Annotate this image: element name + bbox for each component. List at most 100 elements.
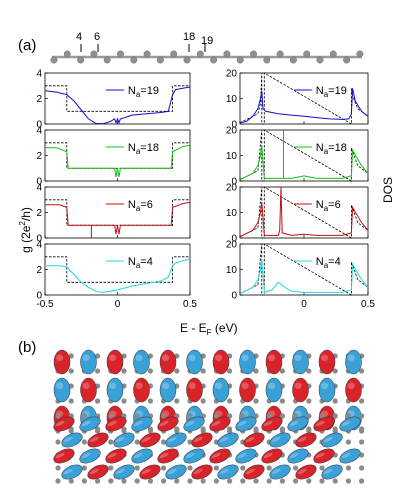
orbital-lobe-body xyxy=(339,416,361,432)
left-x-tick-label: 0.5 xyxy=(183,299,197,310)
atom xyxy=(213,478,219,484)
y-tick-label: 0 xyxy=(36,234,42,245)
orbital-lobe xyxy=(239,377,256,403)
atom xyxy=(174,478,180,484)
orbital-lobe xyxy=(159,377,177,403)
orbital-lobe-body xyxy=(209,448,231,464)
atom xyxy=(306,368,312,374)
atom xyxy=(68,398,74,404)
orbital-lobe xyxy=(139,464,161,480)
orbital-lobe xyxy=(243,432,265,448)
orbital-lobe-highlight xyxy=(107,452,117,459)
orbital-lobe-body xyxy=(79,416,101,432)
orbital-lobe-highlight xyxy=(219,468,229,475)
orbital-lobe-body xyxy=(217,432,239,448)
series-line xyxy=(239,88,369,124)
orbital-lobe xyxy=(165,464,187,480)
orbital-lobe xyxy=(212,377,230,403)
orbital-lobe-body xyxy=(235,416,257,432)
legend-label: Na=6 xyxy=(316,199,341,213)
orbital-lobe-body xyxy=(292,377,309,403)
orbital-lobe-body xyxy=(212,377,230,403)
orbital-lobe xyxy=(292,377,309,403)
orbital-lobe xyxy=(61,464,83,480)
orbital-lobe xyxy=(345,377,362,403)
y-tick-label: 0 xyxy=(36,120,42,131)
orbital-lobe-highlight xyxy=(321,354,329,362)
atom xyxy=(134,478,140,484)
orbital-lobe-body xyxy=(131,448,153,464)
orbital-lobe xyxy=(235,448,257,464)
atom xyxy=(174,426,180,432)
atom xyxy=(359,465,365,471)
orbital-lobe-body xyxy=(287,416,309,432)
orbital-lobe xyxy=(131,416,153,432)
legend-sub: a xyxy=(324,147,329,156)
atom xyxy=(121,398,127,404)
atom xyxy=(279,426,285,432)
atom xyxy=(240,413,246,419)
ylabel-g: g (2e xyxy=(19,225,33,253)
orbital-lobe xyxy=(186,349,203,375)
orbital-lobe-body xyxy=(186,349,203,375)
left-x-tick-label: 0 xyxy=(115,299,121,310)
atom xyxy=(161,413,167,419)
orbital-lobe-highlight xyxy=(315,420,325,427)
orbital-lobe-highlight xyxy=(289,420,299,427)
y-tick-label: 4 xyxy=(36,69,42,80)
atom xyxy=(319,478,325,484)
orbital-lobe xyxy=(53,416,75,432)
y-tick-label: 2 xyxy=(36,265,42,276)
atom xyxy=(345,413,351,419)
atom xyxy=(266,478,272,484)
g-panel-1: 0 2 4 Na=18 xyxy=(36,126,191,188)
orbital-lobe-highlight xyxy=(271,436,281,443)
atom xyxy=(306,413,312,419)
orbital-lobe-body xyxy=(217,464,239,480)
orbital-lobe-body xyxy=(106,349,124,375)
orbital-lobe xyxy=(261,448,283,464)
structure-bottom xyxy=(53,413,365,484)
legend-value: =6 xyxy=(140,199,153,211)
orbital-lobe-body xyxy=(165,464,187,480)
orbital-lobe xyxy=(318,377,336,403)
atom xyxy=(95,368,101,374)
atom xyxy=(359,478,365,484)
atom xyxy=(187,465,193,471)
orbital-lobe-highlight xyxy=(63,436,73,443)
orbital-lobe-highlight xyxy=(289,452,299,459)
reference-dashed-line xyxy=(239,129,369,182)
atom xyxy=(81,478,87,484)
orbital-lobe xyxy=(105,448,127,464)
orbital-lobe-body xyxy=(265,377,283,403)
atom xyxy=(227,368,233,374)
orbital-lobe-body xyxy=(113,464,135,480)
orbital-lobe xyxy=(339,416,361,432)
legend-label: Na=19 xyxy=(128,85,159,99)
orbital-lobe xyxy=(313,448,335,464)
orbital-lobe xyxy=(87,464,109,480)
atom xyxy=(359,368,365,374)
y-tick-label: 4 xyxy=(36,126,42,137)
atom xyxy=(200,478,206,484)
orbital-lobe-highlight xyxy=(294,354,302,362)
x-axis-title: E - EF (eV) xyxy=(180,321,238,337)
y-tick-label: 20 xyxy=(226,183,238,194)
legend-n: N xyxy=(128,85,136,97)
orbital-lobe-body xyxy=(191,464,213,480)
chain-marker-6: 6 xyxy=(94,31,100,43)
chain-atom xyxy=(356,50,364,58)
orbital-lobe-body xyxy=(53,448,75,464)
atom xyxy=(240,465,246,471)
y-tick-label: 4 xyxy=(36,183,42,194)
right-x-tick-label: 0 xyxy=(301,299,307,310)
atom xyxy=(293,465,299,471)
atom xyxy=(147,426,153,432)
orbital-lobe-body xyxy=(159,377,177,403)
orbital-lobe-highlight xyxy=(115,436,125,443)
atom xyxy=(279,368,285,374)
orbital-lobe-highlight xyxy=(245,468,255,475)
orbital-lobe xyxy=(191,432,213,448)
orbital-lobe-body xyxy=(157,416,179,432)
orbital-lobe-body xyxy=(287,448,309,464)
